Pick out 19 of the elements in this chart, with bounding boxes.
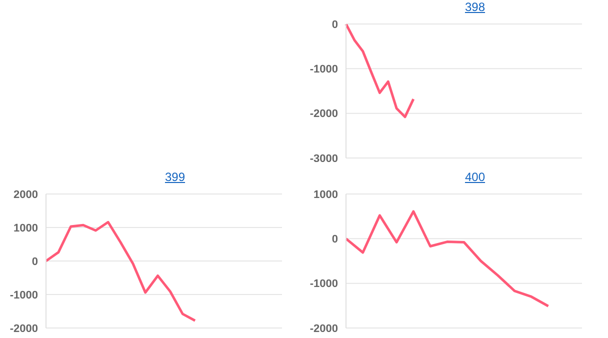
y-tick-label: -2000 <box>310 322 338 335</box>
y-tick-label: 0 <box>332 18 338 31</box>
y-tick-label: -1000 <box>10 289 38 302</box>
chart-title: 398 <box>464 0 486 14</box>
y-tick-label: -1000 <box>310 64 338 76</box>
line-series <box>344 210 550 308</box>
line-series <box>344 24 415 118</box>
y-tick-label: 0 <box>332 234 338 246</box>
y-tick-label: 0 <box>32 256 38 268</box>
y-tick-label: 1000 <box>14 222 38 234</box>
chart-title: 399 <box>164 170 186 184</box>
y-tick-label: -1000 <box>310 278 338 290</box>
y-tick-label: -2000 <box>10 322 38 335</box>
chart-title: 400 <box>464 170 486 184</box>
y-tick-label: -2000 <box>310 108 338 120</box>
y-tick-label: 2000 <box>14 188 38 201</box>
y-tick-label: -3000 <box>310 152 338 165</box>
y-tick-label: 1000 <box>314 188 338 201</box>
line-series <box>44 220 196 322</box>
